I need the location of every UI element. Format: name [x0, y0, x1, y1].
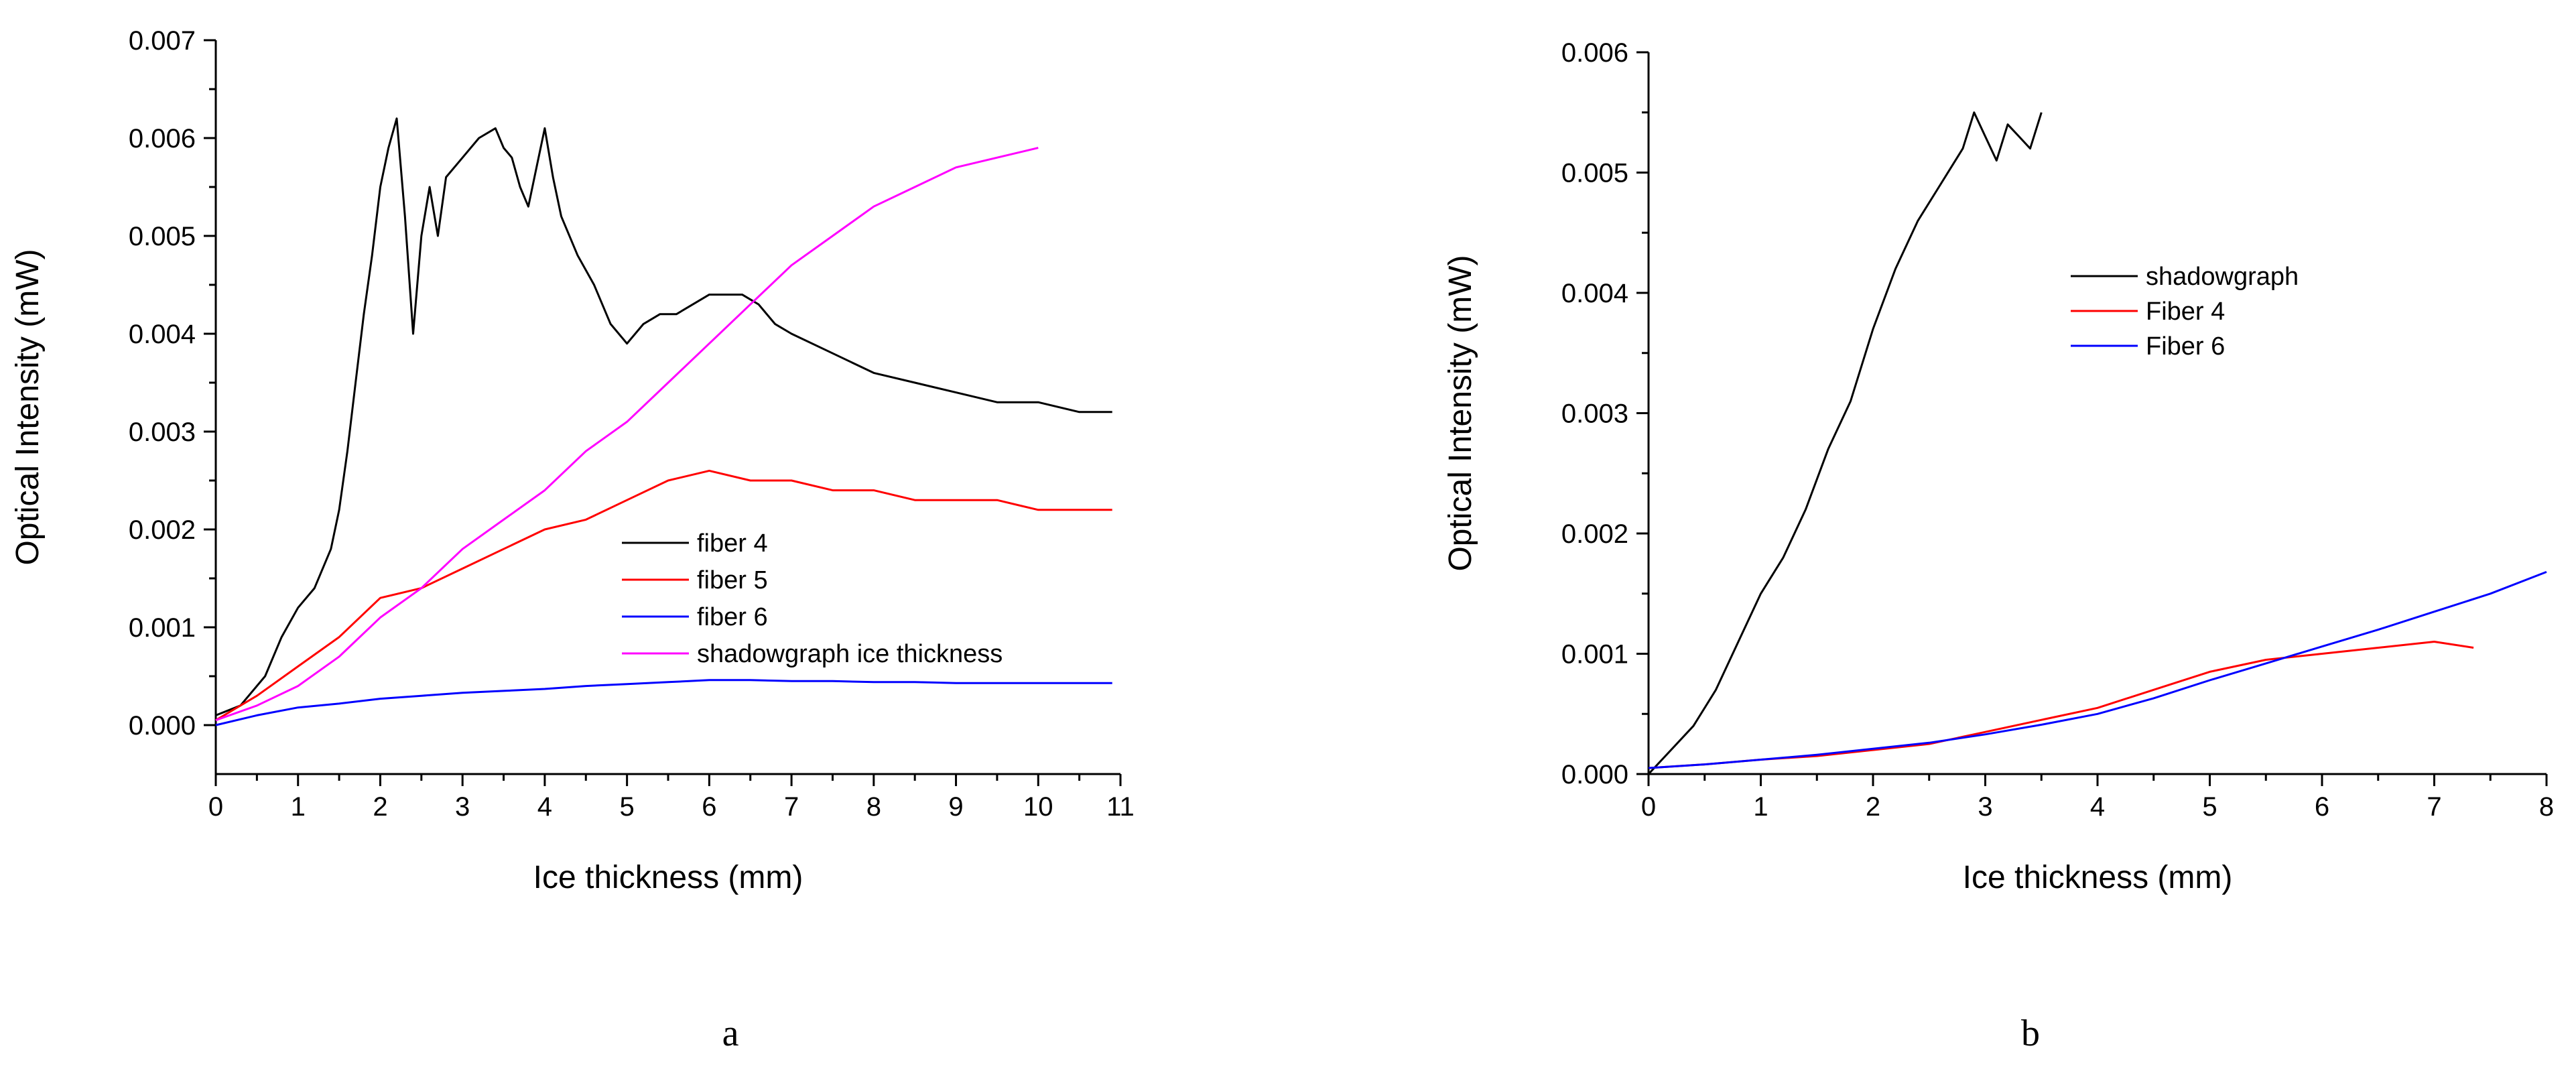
y-tick-label: 0.000	[1561, 760, 1628, 789]
y-tick-label: 0.002	[129, 515, 196, 545]
series-line	[215, 117, 1112, 716]
series-line	[1648, 641, 2474, 769]
series-line	[215, 679, 1112, 726]
y-tick-label: 0.001	[129, 613, 196, 643]
y-tick-label: 0.004	[1561, 279, 1628, 308]
y-tick-label: 0.000	[129, 711, 196, 741]
y-tick-label: 0.006	[129, 124, 196, 153]
y-tick-label: 0.005	[129, 222, 196, 251]
x-tick-label: 6	[702, 792, 716, 822]
x-axis-title: Ice thickness (mm)	[533, 860, 803, 895]
x-tick-label: 5	[2202, 792, 2217, 822]
y-tick-label: 0.004	[129, 320, 196, 349]
panel-caption: b	[2021, 1013, 2040, 1054]
y-tick-label: 0.001	[1561, 640, 1628, 670]
chart-panel-a: 0 1 2 3 4 5 6 7 8 9 10 11 0.000 0.001 0.002 0.003 0.004 0…	[10, 26, 1135, 1054]
legend-label: fiber 4	[697, 529, 768, 558]
x-tick-label: 9	[948, 792, 963, 822]
x-tick-label: 1	[1753, 792, 1768, 822]
legend-label: shadowgraph ice thickness	[697, 640, 1003, 668]
series-line	[1647, 111, 2043, 775]
x-tick-label: 1	[291, 792, 306, 822]
legend-label: Fiber 4	[2146, 298, 2225, 326]
series-line	[215, 469, 1112, 721]
legend-label: Fiber 6	[2146, 332, 2225, 361]
x-tick-label: 5	[620, 792, 635, 822]
y-tick-label: 0.002	[1561, 519, 1628, 549]
x-tick-label: 0	[1641, 792, 1656, 822]
legend-label: fiber 5	[697, 566, 768, 594]
x-tick-label: 7	[784, 792, 799, 822]
y-tick-label: 0.003	[129, 418, 196, 447]
x-tick-label: 4	[2090, 792, 2105, 822]
x-tick-label: 7	[2427, 792, 2441, 822]
x-tick-label: 6	[2315, 792, 2329, 822]
x-tick-label: 8	[2539, 792, 2554, 822]
x-tick-label: 11	[1106, 792, 1135, 822]
y-tick-label: 0.003	[1561, 399, 1628, 429]
x-tick-label: 3	[455, 792, 470, 822]
y-tick-label: 0.006	[1561, 38, 1628, 68]
chart-panel-b: 0 1 2 3 4 5 6 7 8 0.000 0.001 0.002 0.003 0.004 0.005 0…	[1443, 38, 2554, 1054]
legend-label: fiber 6	[697, 603, 768, 631]
series-line	[215, 147, 1039, 722]
x-tick-label: 4	[537, 792, 552, 822]
y-tick-label: 0.005	[1561, 159, 1628, 188]
y-axis-title: Optical Intensity (mW)	[1443, 255, 1478, 571]
y-axis-title: Optical Intensity (mW)	[10, 249, 46, 565]
x-tick-label: 2	[373, 792, 387, 822]
legend-label: shadowgraph	[2146, 263, 2299, 291]
x-axis-title: Ice thickness (mm)	[1963, 860, 2233, 895]
x-tick-label: 0	[208, 792, 223, 822]
x-tick-label: 8	[866, 792, 881, 822]
x-tick-label: 10	[1023, 792, 1053, 822]
x-tick-label: 2	[1866, 792, 1880, 822]
series-line	[1648, 571, 2547, 769]
x-tick-label: 3	[1978, 792, 1992, 822]
y-tick-label: 0.007	[129, 26, 196, 56]
panel-caption: a	[722, 1013, 739, 1054]
